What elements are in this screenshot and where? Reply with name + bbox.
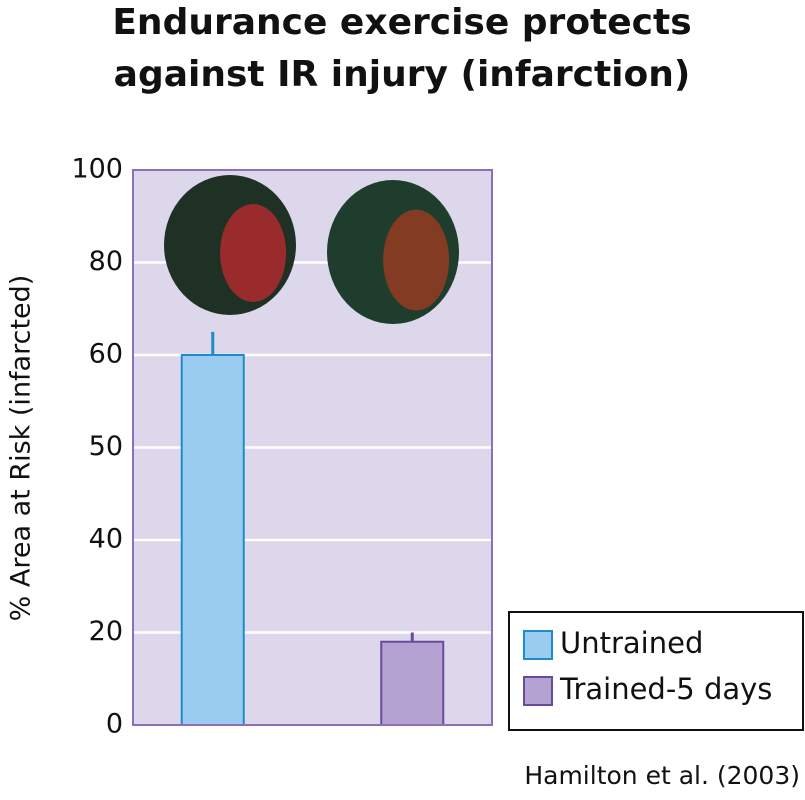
y-tick-label: 100 <box>71 154 123 185</box>
chart-title: against IR injury (infarction) <box>114 54 691 95</box>
y-tick-label: 80 <box>89 246 123 277</box>
source: Hamilton et al. (2003) <box>524 761 800 790</box>
legend-label: Trained-5 days <box>559 672 772 706</box>
bar <box>180 354 245 726</box>
heart-image <box>383 209 450 311</box>
y-tick-label: 60 <box>89 339 123 370</box>
heart-image <box>220 204 287 302</box>
plot-border <box>132 169 493 726</box>
y-tick-label: 50 <box>89 431 123 462</box>
chart-title: Endurance exercise protects <box>112 2 691 43</box>
y-tick-label: 40 <box>89 524 123 555</box>
y-tick-label: 20 <box>89 616 123 647</box>
legend-label: Untrained <box>560 626 703 660</box>
legend-swatch <box>523 676 553 706</box>
legend-box <box>508 611 804 731</box>
bar <box>380 640 445 726</box>
y-tick-label: 0 <box>106 709 123 740</box>
y-axis-label: % Area at Risk (infarcted) <box>6 275 37 622</box>
legend-swatch <box>523 630 553 660</box>
